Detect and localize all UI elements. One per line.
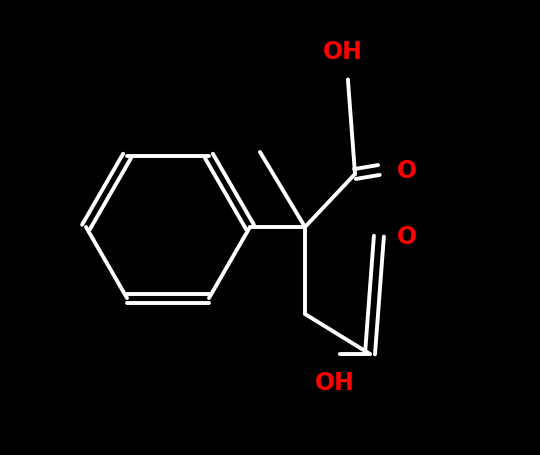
- Text: OH: OH: [315, 370, 355, 394]
- Text: OH: OH: [323, 40, 363, 64]
- Text: O: O: [397, 225, 417, 248]
- Text: O: O: [397, 159, 417, 182]
